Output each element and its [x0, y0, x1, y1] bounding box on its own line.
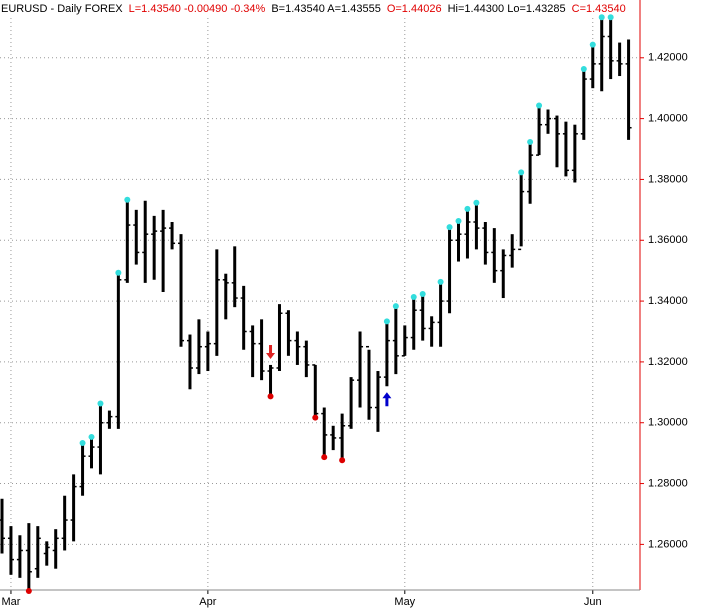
y-tick-label: 1.32000: [648, 356, 688, 368]
high-dot: [446, 224, 453, 231]
y-tick-label: 1.30000: [648, 417, 688, 429]
low-dot: [321, 454, 328, 461]
y-tick-label: 1.28000: [648, 477, 688, 489]
header-segment: O=1.44026: [387, 3, 442, 15]
x-tick-label: Apr: [199, 596, 216, 608]
high-dot: [598, 14, 605, 21]
high-dot: [88, 433, 95, 440]
y-tick-label: 1.34000: [648, 295, 688, 307]
high-dot: [607, 14, 614, 21]
low-dot: [267, 393, 274, 400]
high-dot: [518, 169, 525, 176]
y-tick-label: 1.36000: [648, 234, 688, 246]
header-segment: L=1.43540 -0.00490 -0.34%: [129, 3, 266, 15]
header-segment: EURUSD - Daily FOREX: [1, 3, 123, 15]
high-dot: [527, 138, 534, 145]
high-dot: [392, 303, 399, 310]
y-tick-label: 1.40000: [648, 113, 688, 125]
low-dot: [312, 414, 319, 421]
y-tick-label: 1.26000: [648, 538, 688, 550]
low-dot: [339, 457, 346, 464]
signal-arrow: [382, 392, 392, 407]
x-tick-label: Jun: [584, 596, 602, 608]
low-dot: [25, 588, 32, 594]
high-dot: [580, 65, 587, 72]
header-segment: B=1.43540 A=1.43555: [271, 3, 381, 15]
high-dot: [97, 400, 104, 407]
y-tick-label: 1.38000: [648, 173, 688, 185]
high-dot: [536, 102, 543, 109]
x-tick-label: Mar: [1, 596, 20, 608]
high-dot: [383, 318, 390, 325]
high-dot: [419, 291, 426, 297]
high-dot: [124, 196, 131, 203]
high-dot: [410, 294, 417, 301]
chart-header: EURUSD - Daily FOREX L=1.43540 -0.00490 -…: [1, 3, 626, 15]
header-segment: C=1.43540: [572, 3, 626, 15]
high-dot: [473, 199, 480, 206]
high-dot: [589, 41, 596, 48]
high-dot: [455, 218, 462, 225]
x-tick-label: May: [394, 596, 415, 608]
high-dot: [79, 440, 86, 447]
high-dot: [437, 278, 444, 285]
high-dot: [464, 205, 471, 212]
high-dot: [115, 269, 122, 276]
signal-arrow: [266, 344, 276, 359]
y-tick-label: 1.42000: [648, 52, 688, 64]
header-segment: Hi=1.44300 Lo=1.43285: [448, 3, 566, 15]
